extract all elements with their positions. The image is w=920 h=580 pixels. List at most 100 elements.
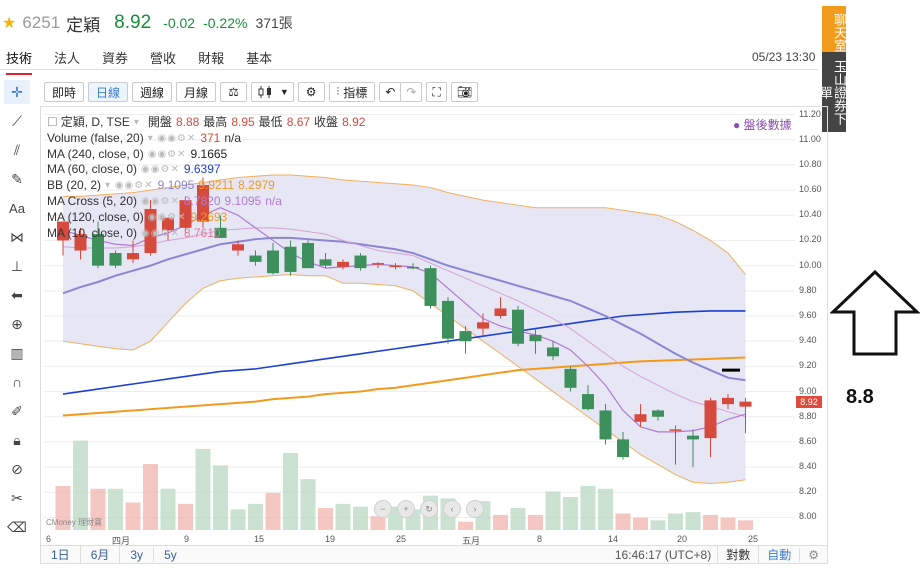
candle-body	[459, 331, 472, 342]
chart-panel[interactable]	[40, 106, 828, 546]
time-tick-label: 19	[325, 534, 336, 544]
ma120-controls[interactable]: ◉◉⚙✕	[147, 211, 187, 223]
after-hours-data[interactable]: ● 盤後數據	[733, 118, 792, 132]
high-value: 8.95	[231, 115, 255, 129]
broker-order-link[interactable]: 玉山證券下單	[818, 52, 847, 132]
ma10-controls[interactable]: ◉◉⚙✕	[141, 227, 180, 239]
trash-icon[interactable]: ⌫	[7, 518, 27, 535]
candle-body	[197, 185, 209, 222]
favorite-star-icon[interactable]: ★	[2, 15, 17, 32]
tab-revenue[interactable]: 營收	[150, 51, 177, 66]
candle-body	[512, 309, 524, 344]
price-tick-label: 11.00	[799, 133, 821, 144]
settings-button[interactable]: ⚙	[297, 82, 325, 102]
volume-bar	[248, 503, 263, 530]
compare-scale-button[interactable]: ⚖	[220, 82, 247, 102]
ma240-controls[interactable]: ◉◉⚙✕	[147, 148, 187, 160]
magnet-icon[interactable]: ∩	[11, 374, 23, 390]
tab-technical[interactable]: 技術	[6, 46, 33, 75]
zoom-in-ctrl-icon[interactable]: +	[397, 500, 415, 518]
macross-controls[interactable]: ◉◉⚙✕	[141, 195, 180, 207]
up-arrow-annotation	[830, 269, 920, 356]
volume-bar	[73, 440, 88, 530]
candle-body	[407, 266, 419, 269]
log-scale-toggle[interactable]: 對數	[717, 546, 758, 563]
pattern-icon[interactable]: ⋈	[10, 228, 24, 245]
chatroom-link[interactable]: 聊天室	[822, 6, 847, 58]
candle-body	[652, 410, 664, 417]
chart-settings-icon[interactable]: ⚙	[799, 547, 827, 562]
price-change-pct: -0.22%	[203, 15, 248, 31]
zoom-in-icon[interactable]: ⊕	[11, 315, 23, 332]
remove-tools-icon[interactable]: ✂	[11, 489, 23, 506]
volume-bar	[545, 491, 561, 530]
measure-icon[interactable]: ⊥	[10, 257, 24, 274]
range-3y[interactable]: 3y	[120, 547, 155, 562]
price-chart[interactable]	[40, 107, 796, 534]
price-tick-label: 9.40	[799, 335, 817, 346]
candle-body	[739, 401, 752, 407]
tab-financials[interactable]: 財報	[198, 51, 225, 66]
fib-lines-icon[interactable]: ⫽	[13, 141, 21, 158]
time-tick-label: 20	[677, 534, 688, 544]
brush-icon[interactable]: ✎	[11, 170, 23, 187]
hide-eye-icon[interactable]: ⊘	[11, 460, 23, 477]
intraday-button[interactable]: 即時	[44, 82, 85, 102]
ma60-controls[interactable]: ◉◉⚙✕	[141, 164, 180, 176]
candle-type-icon	[258, 86, 271, 98]
range-5y[interactable]: 5y	[164, 547, 177, 562]
camera-icon: 📷︎	[456, 85, 473, 99]
redo-button[interactable]: ↷	[400, 82, 423, 102]
bb-upper-line	[63, 174, 746, 275]
price-tick-label: 10.40	[799, 209, 822, 220]
undo-button[interactable]: ↶	[379, 82, 402, 102]
time-tick-label: 25	[396, 534, 407, 544]
range-1d[interactable]: 1日	[41, 546, 81, 563]
auto-scale-toggle[interactable]: 自動	[758, 546, 799, 563]
pencil-lock-icon[interactable]: ✐	[11, 402, 23, 419]
tabs-divider	[0, 69, 818, 70]
volume-bar	[55, 486, 71, 530]
indicators-button[interactable]: ⫶ 指標	[328, 82, 376, 102]
bar-tool-icon[interactable]: ▥	[10, 344, 24, 361]
lock-icon[interactable]: 🔒︎	[13, 431, 21, 448]
ma60-line	[62, 310, 746, 395]
candle-body	[494, 308, 507, 316]
trendline-icon[interactable]: ⟋	[12, 112, 22, 129]
weekly-button[interactable]: 週線	[132, 82, 173, 102]
range-6m[interactable]: 6月	[81, 546, 121, 563]
reset-icon[interactable]: ↻	[420, 500, 438, 518]
undo-icon: ↶	[385, 85, 396, 99]
volume-value: 371	[200, 130, 221, 145]
legend-main-arrow-icon[interactable]: ▾	[133, 117, 140, 128]
time-tick-label: 25	[748, 534, 759, 544]
monthly-button[interactable]: 月線	[176, 82, 217, 102]
volume-bar	[143, 464, 158, 530]
close-label: 收盤	[314, 115, 339, 129]
price-tick-label: 10.80	[799, 158, 822, 169]
scroll-right-icon[interactable]: ›	[466, 500, 484, 518]
ma120-line	[62, 356, 746, 417]
fullscreen-button[interactable]: ⛶	[426, 82, 447, 102]
crosshair-icon[interactable]: ✛	[4, 80, 30, 104]
last-price-tag: 8.92	[796, 396, 822, 408]
time-tick-label: 四月	[112, 536, 131, 546]
candle-body	[424, 268, 437, 306]
price-tick-label: 9.60	[799, 310, 817, 320]
chart-type-button[interactable]: ▼	[250, 82, 294, 102]
volume-controls[interactable]: ▾ ◉◉⚙✕	[147, 132, 197, 144]
bb-controls[interactable]: ▾ ◉◉⚙✕	[105, 180, 154, 192]
arrow-left-icon[interactable]: ⬅	[11, 286, 23, 303]
scroll-left-icon[interactable]: ‹	[443, 500, 461, 518]
daily-button[interactable]: 日線	[88, 82, 129, 102]
legend-collapse-icon[interactable]: ☐	[47, 115, 58, 129]
text-tool-icon[interactable]: Aa	[9, 200, 25, 216]
tab-institutional[interactable]: 法人	[54, 51, 81, 66]
volume-bar	[335, 503, 351, 530]
snapshot-button[interactable]: 📷︎	[450, 82, 479, 102]
macross-a: 8.7820	[183, 193, 221, 208]
tab-basic[interactable]: 基本	[246, 51, 273, 66]
zoom-out-icon[interactable]: −	[374, 500, 392, 518]
tab-margin[interactable]: 資券	[102, 51, 129, 66]
candle-body	[302, 242, 314, 269]
